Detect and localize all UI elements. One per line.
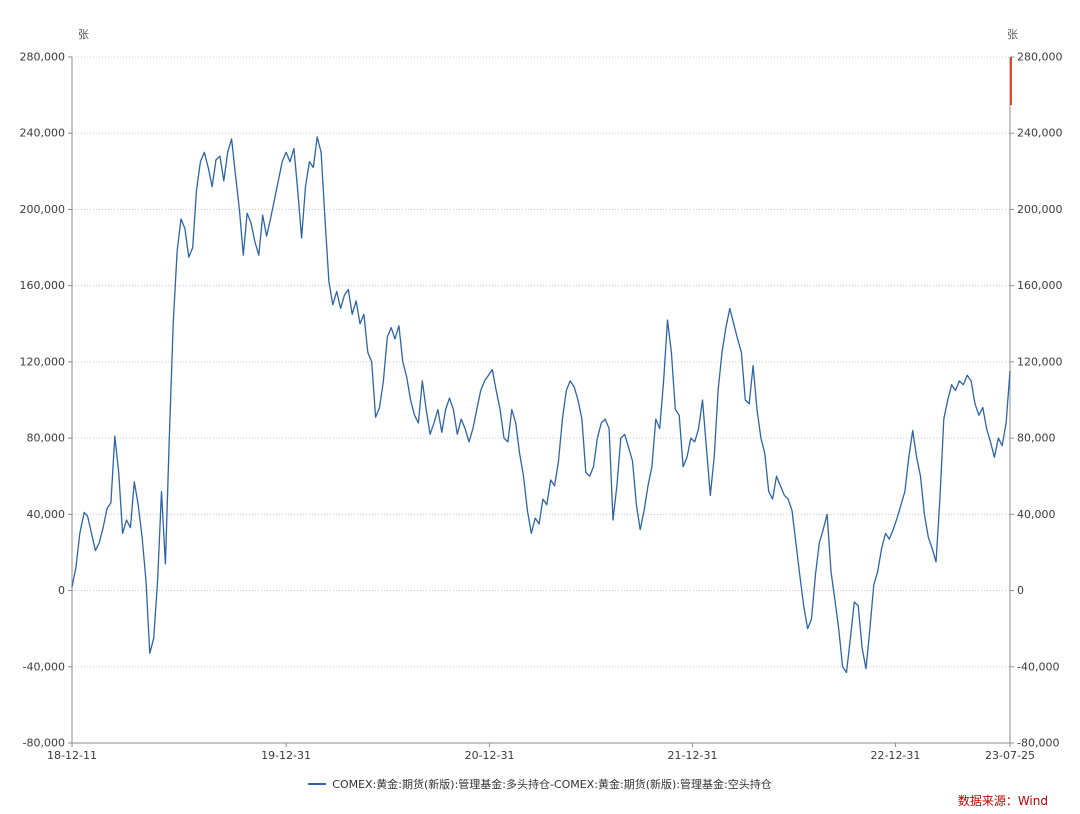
x-tick-label: 22-12-31 <box>870 749 920 762</box>
y-axis-unit-right: 张 <box>1007 28 1018 41</box>
y-tick-label-right: -80,000 <box>1017 737 1059 750</box>
series-line <box>71 136 1011 674</box>
y-tick-label-right: 0 <box>1017 584 1024 597</box>
y-tick-label-right: 80,000 <box>1017 432 1056 445</box>
y-tick-label-right: 240,000 <box>1017 127 1063 140</box>
y-tick-label-left: 0 <box>58 584 65 597</box>
legend-series-label: COMEX:黄金:期货(新版):管理基金:多头持仓-COMEX:黄金:期货(新版… <box>332 778 772 791</box>
x-tick-label: 23-07-25 <box>985 749 1035 762</box>
y-tick-label-left: 80,000 <box>27 432 66 445</box>
y-tick-label-left: 160,000 <box>20 279 66 292</box>
y-tick-label-left: 280,000 <box>20 51 66 64</box>
y-tick-label-left: 240,000 <box>20 127 66 140</box>
y-tick-label-right: -40,000 <box>1017 660 1059 673</box>
y-tick-label-right: 280,000 <box>1017 51 1063 64</box>
x-tick-label: 20-12-31 <box>465 749 515 762</box>
x-tick-label: 18-12-11 <box>47 749 97 762</box>
x-tick-label: 21-12-31 <box>668 749 718 762</box>
chart-legend: COMEX:黄金:期货(新版):管理基金:多头持仓-COMEX:黄金:期货(新版… <box>0 778 1080 792</box>
y-tick-label-right: 40,000 <box>1017 508 1056 521</box>
y-tick-label-right: 200,000 <box>1017 203 1063 216</box>
legend-line-sample <box>308 783 327 785</box>
y-tick-label-right: 120,000 <box>1017 355 1063 368</box>
y-tick-label-left: 120,000 <box>20 355 66 368</box>
y-tick-label-left: 200,000 <box>20 203 66 216</box>
line-chart: -80,000 -80,000 -40,000 -40,000 0 0 40,000 40,0… <box>20 51 1063 763</box>
data-source-note: 数据来源：Wind <box>957 794 1048 808</box>
y-axis-unit-left: 张 <box>78 28 89 41</box>
x-tick-label: 19-12-31 <box>261 749 311 762</box>
y-tick-label-left: -80,000 <box>23 737 65 750</box>
y-tick-label-right: 160,000 <box>1017 279 1063 292</box>
y-tick-label-left: -40,000 <box>23 660 65 673</box>
y-tick-label-left: 40,000 <box>27 508 66 521</box>
